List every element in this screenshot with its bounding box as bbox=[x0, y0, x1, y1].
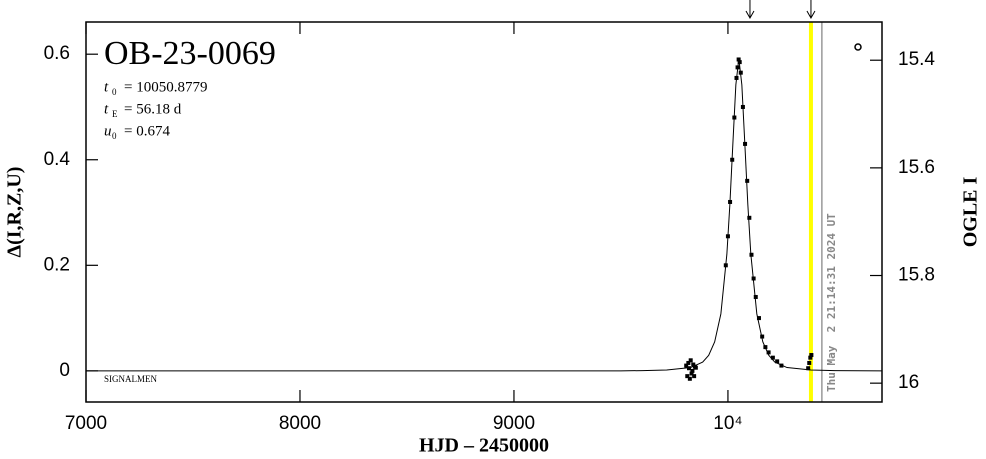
data-point bbox=[728, 199, 733, 204]
timestamp: Thu May 2 21:14:31 2024 UT bbox=[825, 213, 838, 392]
param-value: = 0.674 bbox=[124, 123, 170, 139]
data-point bbox=[740, 104, 745, 109]
data-point bbox=[756, 316, 761, 321]
chart-title: OB-23-0069 bbox=[104, 35, 276, 72]
data-point bbox=[743, 141, 748, 146]
data-point bbox=[808, 355, 813, 360]
param-value: = 56.18 d bbox=[124, 101, 182, 117]
data-point bbox=[807, 360, 812, 365]
data-point bbox=[809, 353, 814, 358]
data-point bbox=[735, 65, 740, 70]
data-point bbox=[737, 60, 742, 65]
y2-tick-label: 15.4 bbox=[898, 49, 935, 70]
param-sub: 0 bbox=[112, 87, 117, 97]
data-point bbox=[732, 115, 737, 120]
data-point bbox=[723, 263, 728, 268]
marker-icon bbox=[854, 43, 862, 51]
data-point bbox=[684, 363, 689, 368]
data-point bbox=[730, 157, 735, 162]
data-point bbox=[753, 294, 758, 299]
arrow bbox=[745, 0, 755, 20]
data-point bbox=[770, 355, 775, 360]
data-point bbox=[745, 178, 750, 183]
y-tick-label: 0.4 bbox=[44, 149, 71, 170]
x-axis-label: HJD – 2450000 bbox=[419, 435, 549, 457]
data-point bbox=[686, 366, 691, 371]
data-point bbox=[747, 215, 752, 220]
data-point bbox=[685, 374, 690, 379]
param-sub: E bbox=[112, 109, 118, 119]
data-point bbox=[766, 350, 771, 355]
y2-tick-label: 15.8 bbox=[898, 265, 935, 286]
plot-frame bbox=[85, 21, 883, 403]
y2-axis-label: OGLE I bbox=[960, 176, 982, 247]
data-point bbox=[690, 368, 695, 373]
data-point bbox=[775, 359, 780, 364]
x-tick-label: 8000 bbox=[279, 413, 321, 434]
param-symbol: t bbox=[104, 101, 109, 117]
param-sub: 0 bbox=[112, 131, 117, 141]
data-point bbox=[686, 360, 691, 365]
data-point bbox=[693, 365, 698, 370]
data-point bbox=[691, 362, 696, 367]
param-symbol: u bbox=[104, 123, 112, 139]
y-axis-label: Δ(I,R,Z,U) bbox=[4, 167, 26, 258]
x-tick-label: 7000 bbox=[65, 413, 107, 434]
model-curve bbox=[86, 58, 883, 372]
data-point bbox=[688, 358, 693, 363]
data-point bbox=[689, 371, 694, 376]
y2-tick-label: 15.6 bbox=[898, 157, 935, 178]
data-point bbox=[687, 376, 692, 381]
data-point bbox=[692, 374, 697, 379]
y-tick-label: 0 bbox=[59, 360, 70, 381]
series-label: SIGNALMEN bbox=[104, 374, 157, 384]
y-tick-label: 0.6 bbox=[44, 43, 70, 64]
data-point bbox=[806, 366, 811, 371]
data-point bbox=[760, 334, 765, 339]
data-point bbox=[749, 252, 754, 257]
data-point bbox=[763, 345, 768, 350]
x-tick-label: 10⁴ bbox=[713, 413, 742, 434]
arrow bbox=[806, 0, 816, 20]
param-symbol: t bbox=[104, 79, 109, 95]
x-tick-label: 9000 bbox=[493, 413, 535, 434]
data-point bbox=[736, 57, 741, 62]
data-point bbox=[734, 75, 739, 80]
y2-tick-label: 16 bbox=[898, 372, 919, 393]
param-value: = 10050.8779 bbox=[124, 79, 207, 95]
data-point bbox=[751, 276, 756, 281]
y-tick-label: 0.2 bbox=[44, 254, 70, 275]
data-point bbox=[738, 70, 743, 75]
data-point bbox=[779, 363, 784, 368]
data-point bbox=[725, 234, 730, 239]
